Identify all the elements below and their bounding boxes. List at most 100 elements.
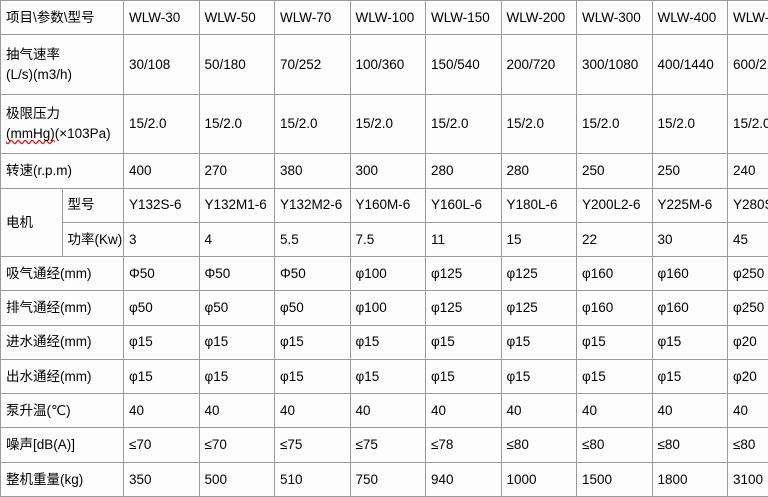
cell-exhaust-bore-2: φ50 bbox=[274, 290, 351, 326]
cell-motor-model-7: Y225M-6 bbox=[651, 187, 728, 223]
cell-suction-bore-1: Φ50 bbox=[198, 256, 275, 292]
table-row-motor-power: 功率(Kw) 3 4 5.5 7.5 11 15 22 30 45 75 bbox=[1, 221, 768, 258]
model-header-6: WLW-300 bbox=[576, 0, 653, 36]
row-label-water-outlet-bore: 出水通经(mm) bbox=[0, 358, 124, 395]
cell-water-outlet-bore-0: φ15 bbox=[123, 358, 200, 395]
cell-noise-0: ≤70 bbox=[123, 427, 200, 463]
cell-motor-model-4: Y160L-6 bbox=[425, 187, 502, 223]
row-label-line2: (L/s)(m3/h) bbox=[6, 66, 73, 82]
cell-pumping-speed-6: 300/1080 bbox=[576, 34, 653, 95]
row-label-unit-pa: (×103Pa) bbox=[54, 126, 111, 142]
cell-motor-model-0: Y132S-6 bbox=[123, 187, 200, 223]
cell-suction-bore-4: φ125 bbox=[425, 256, 502, 292]
cell-exhaust-bore-4: φ125 bbox=[425, 290, 502, 326]
row-label-exhaust-bore: 排气通经(mm) bbox=[0, 290, 124, 326]
cell-exhaust-bore-8: φ250 bbox=[727, 290, 768, 326]
cell-pumping-speed-4: 150/540 bbox=[425, 34, 502, 95]
cell-ultimate-pressure-5: 15/2.0 bbox=[500, 93, 577, 155]
cell-noise-4: ≤78 bbox=[425, 427, 502, 463]
cell-pumping-speed-3: 100/360 bbox=[349, 34, 426, 95]
cell-ultimate-pressure-6: 15/2.0 bbox=[576, 93, 653, 155]
cell-water-outlet-bore-7: φ15 bbox=[651, 358, 728, 395]
cell-noise-3: ≤75 bbox=[349, 427, 426, 463]
cell-total-weight-6: 1500 bbox=[576, 461, 653, 497]
model-header-1: WLW-50 bbox=[198, 0, 275, 36]
cell-ultimate-pressure-8: 15/2.0 bbox=[727, 93, 768, 155]
model-header-3: WLW-100 bbox=[349, 0, 426, 36]
cell-exhaust-bore-7: φ160 bbox=[651, 290, 728, 326]
cell-noise-6: ≤80 bbox=[576, 427, 653, 463]
model-header-5: WLW-200 bbox=[500, 0, 577, 36]
row-label-line1: 抽气速率 bbox=[6, 46, 60, 62]
cell-suction-bore-7: φ160 bbox=[651, 256, 728, 292]
cell-rotation-speed-6: 250 bbox=[576, 153, 653, 189]
table-row-exhaust-bore: 排气通经(mm) φ50 φ50 φ50 φ100 φ125 φ125 φ160… bbox=[0, 290, 768, 326]
row-label-water-inlet-bore: 进水通经(mm) bbox=[0, 324, 124, 360]
cell-noise-7: ≤80 bbox=[651, 427, 728, 463]
cell-temperature-rise-6: 40 bbox=[576, 393, 653, 429]
cell-motor-model-6: Y200L2-6 bbox=[576, 187, 653, 223]
row-label-motor-group: 电机 bbox=[0, 187, 63, 258]
cell-ultimate-pressure-1: 15/2.0 bbox=[198, 93, 275, 155]
cell-water-outlet-bore-3: φ15 bbox=[349, 358, 426, 395]
cell-total-weight-0: 350 bbox=[123, 461, 200, 497]
cell-rotation-speed-4: 280 bbox=[425, 153, 502, 189]
cell-motor-model-1: Y132M1-6 bbox=[198, 187, 275, 223]
model-header-4: WLW-150 bbox=[425, 0, 502, 36]
cell-pumping-speed-8: 600/2160 bbox=[727, 34, 768, 95]
row-label-line1: 极限压力 bbox=[6, 106, 60, 122]
row-label-ultimate-pressure: 极限压力 (mmHg)(×103Pa) bbox=[0, 93, 124, 155]
row-label-motor-model: 型号 bbox=[61, 187, 124, 223]
table-header-row: 项目\参数\型号 WLW-30 WLW-50 WLW-70 WLW-100 WL… bbox=[0, 0, 768, 36]
cell-suction-bore-3: φ100 bbox=[349, 256, 426, 292]
cell-motor-model-5: Y180L-6 bbox=[500, 187, 577, 223]
cell-motor-power-6: 22 bbox=[576, 221, 653, 258]
row-label-pumping-speed: 抽气速率 (L/s)(m3/h) bbox=[0, 34, 124, 95]
row-label-temperature-rise: 泵升温(℃) bbox=[0, 393, 124, 429]
cell-motor-power-2: 5.5 bbox=[274, 221, 351, 258]
row-label-suction-bore: 吸气通经(mm) bbox=[0, 256, 124, 292]
cell-motor-power-1: 4 bbox=[198, 221, 275, 258]
table-row-pumping-speed: 抽气速率 (L/s)(m3/h) 30/108 50/180 70/252 10… bbox=[0, 34, 768, 95]
row-label-rotation-speed: 转速(r.p.m) bbox=[0, 153, 124, 189]
cell-water-outlet-bore-6: φ15 bbox=[576, 358, 653, 395]
cell-temperature-rise-1: 40 bbox=[198, 393, 275, 429]
cell-suction-bore-8: φ250 bbox=[727, 256, 768, 292]
cell-rotation-speed-8: 240 bbox=[727, 153, 768, 189]
cell-motor-power-4: 11 bbox=[425, 221, 502, 258]
cell-temperature-rise-0: 40 bbox=[123, 393, 200, 429]
cell-rotation-speed-1: 270 bbox=[198, 153, 275, 189]
model-header-0: WLW-30 bbox=[123, 0, 200, 36]
model-header-2: WLW-70 bbox=[274, 0, 351, 36]
corner-header-cell: 项目\参数\型号 bbox=[0, 0, 124, 36]
cell-motor-power-8: 45 bbox=[727, 221, 768, 258]
cell-water-inlet-bore-0: φ15 bbox=[123, 324, 200, 360]
cell-total-weight-7: 1800 bbox=[651, 461, 728, 497]
cell-exhaust-bore-3: φ100 bbox=[349, 290, 426, 326]
cell-temperature-rise-5: 40 bbox=[500, 393, 577, 429]
cell-water-outlet-bore-5: φ15 bbox=[500, 358, 577, 395]
cell-motor-model-8: Y280S-6 bbox=[727, 187, 768, 223]
cell-motor-power-5: 15 bbox=[500, 221, 577, 258]
cell-total-weight-3: 750 bbox=[349, 461, 426, 497]
cell-total-weight-4: 940 bbox=[425, 461, 502, 497]
cell-ultimate-pressure-2: 15/2.0 bbox=[274, 93, 351, 155]
cell-pumping-speed-2: 70/252 bbox=[274, 34, 351, 95]
table-row-rotation-speed: 转速(r.p.m) 400 270 380 300 280 280 250 25… bbox=[0, 153, 768, 189]
cell-noise-1: ≤70 bbox=[198, 427, 275, 463]
cell-temperature-rise-2: 40 bbox=[274, 393, 351, 429]
cell-water-outlet-bore-8: φ20 bbox=[727, 358, 768, 395]
cell-rotation-speed-2: 380 bbox=[274, 153, 351, 189]
cell-water-outlet-bore-2: φ15 bbox=[274, 358, 351, 395]
cell-motor-model-3: Y160M-6 bbox=[349, 187, 426, 223]
cell-total-weight-2: 510 bbox=[274, 461, 351, 497]
row-label-noise: 噪声[dB(A)] bbox=[0, 427, 124, 463]
model-header-8: WLW-600 bbox=[727, 0, 768, 36]
table-row-suction-bore: 吸气通经(mm) Φ50 Φ50 Φ50 φ100 φ125 φ125 φ160… bbox=[0, 256, 768, 292]
cell-suction-bore-6: φ160 bbox=[576, 256, 653, 292]
table-row-water-outlet-bore: 出水通经(mm) φ15 φ15 φ15 φ15 φ15 φ15 φ15 φ15… bbox=[0, 358, 768, 395]
cell-pumping-speed-5: 200/720 bbox=[500, 34, 577, 95]
table-row-noise: 噪声[dB(A)] ≤70 ≤70 ≤75 ≤75 ≤78 ≤80 ≤80 ≤8… bbox=[0, 427, 768, 463]
cell-temperature-rise-3: 40 bbox=[349, 393, 426, 429]
cell-water-inlet-bore-8: φ20 bbox=[727, 324, 768, 360]
